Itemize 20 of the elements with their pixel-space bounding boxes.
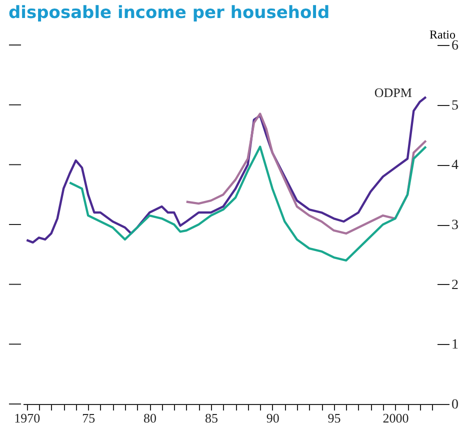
line-series [185, 112, 428, 235]
line-series [26, 96, 428, 244]
x-tick-label: 2000 [382, 410, 409, 426]
x-tick-label: 80 [144, 410, 157, 426]
x-tick-label: 85 [204, 410, 218, 426]
line-series [68, 146, 428, 262]
y-tick-label: 1 [452, 338, 458, 353]
x-tick-label: 90 [266, 410, 280, 426]
y-tick-label: 0 [452, 398, 458, 412]
y-tick-label: 6 [452, 38, 458, 54]
y-tick-label: 5 [452, 98, 458, 114]
x-tick-label: 75 [82, 410, 96, 426]
x-tick-label: 1970 [14, 410, 40, 426]
y-axis-title: Ratio [430, 28, 456, 42]
series-label: ODPM [374, 85, 412, 100]
x-tick-label: 95 [328, 410, 341, 426]
chart-title: disposable income per household [8, 3, 330, 23]
y-tick-label: 2 [452, 278, 458, 293]
y-tick-label: 4 [452, 158, 458, 174]
y-tick-label: 3 [452, 218, 458, 233]
